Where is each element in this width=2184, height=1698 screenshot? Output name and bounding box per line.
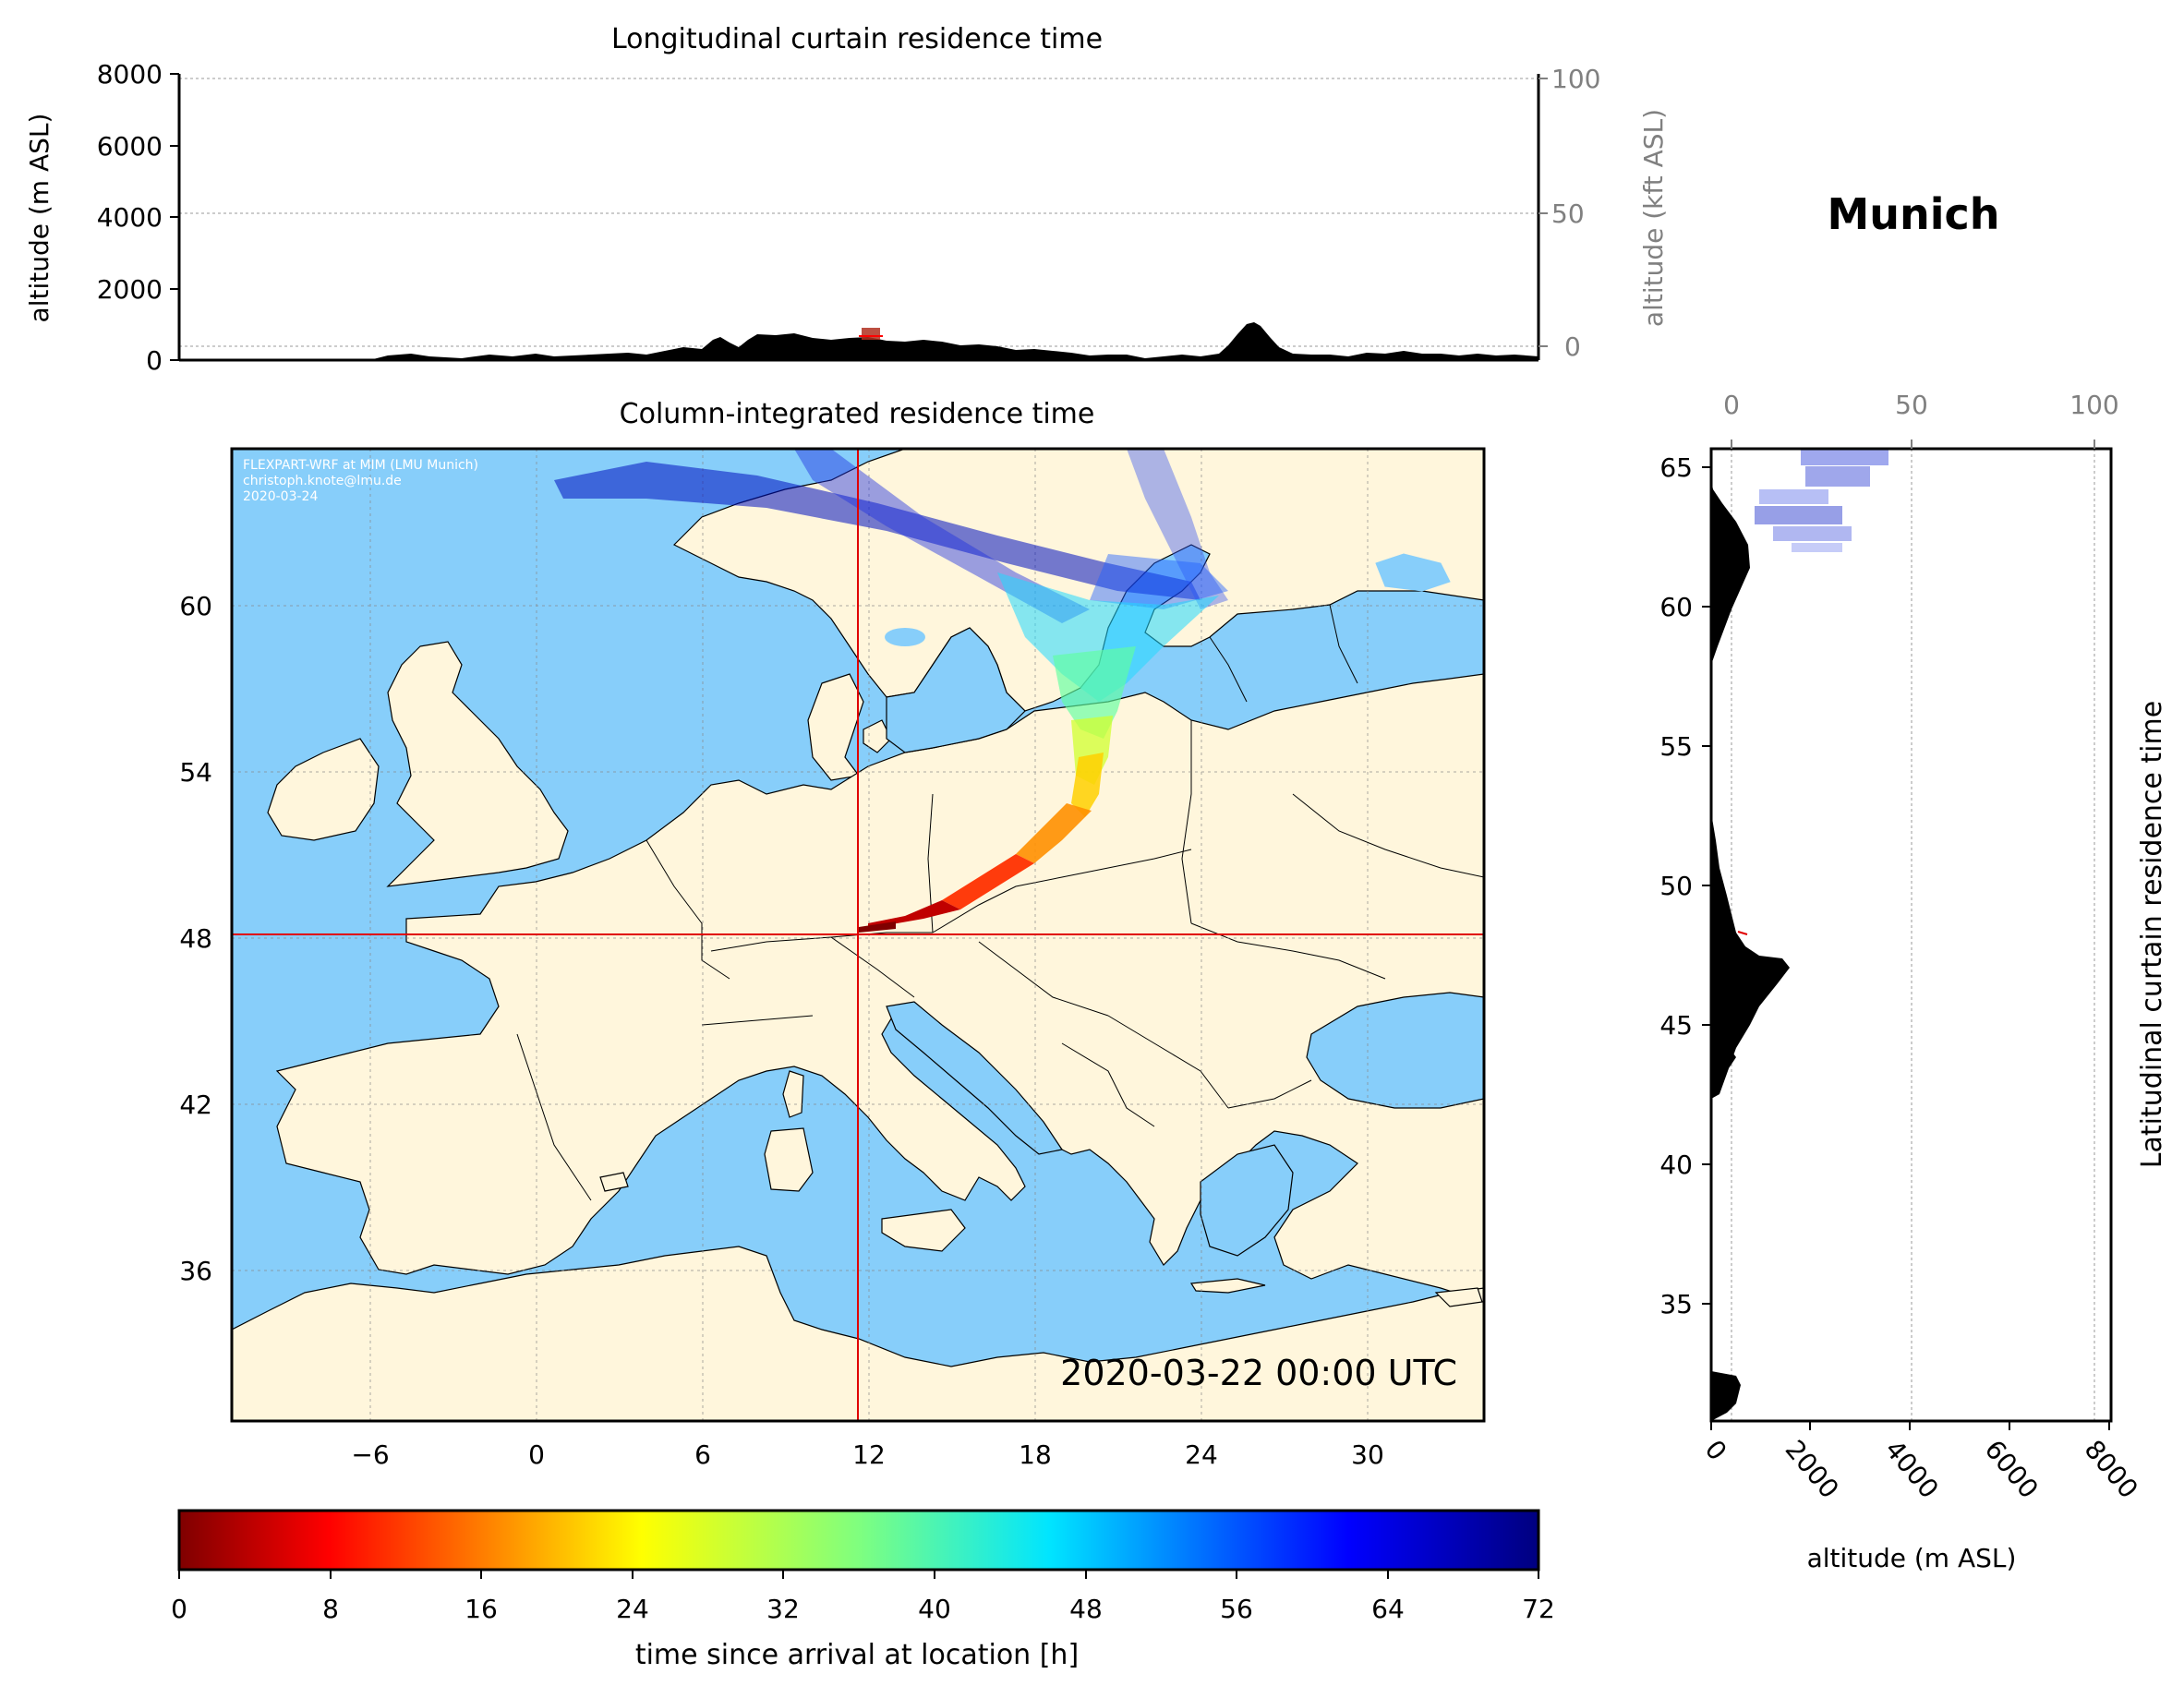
side-xtick-label: 8000 <box>2079 1434 2144 1504</box>
top-left-ticks <box>170 73 179 361</box>
map-timestamp: 2020-03-22 00:00 UTC <box>1060 1353 1457 1393</box>
colorbar: 0 8 16 24 32 40 48 56 64 72 time since a… <box>171 1509 1555 1671</box>
top-ylabel-right: altitude (kft ASL) <box>1638 109 1669 327</box>
side-xtick-label: 4000 <box>1879 1434 1945 1504</box>
colorbar-tick-label: 56 <box>1220 1594 1253 1624</box>
side-ytick-label: 55 <box>1659 731 1693 762</box>
map-panel: Column-integrated residence time <box>179 398 1486 1470</box>
north-africa-land <box>232 1246 1484 1421</box>
map-ytick-label: 36 <box>179 1256 212 1286</box>
map-ytick-label: 54 <box>179 757 212 788</box>
side-ytick-label: 45 <box>1659 1010 1693 1041</box>
side-terrain-profile <box>1711 480 1790 1421</box>
top-ytick-label: 4000 <box>97 202 163 233</box>
corsica-sardinia-land <box>764 1070 814 1192</box>
map-xtick-label: 12 <box>852 1439 886 1470</box>
map-ytick-label: 42 <box>179 1090 212 1120</box>
colorbar-tick-label: 24 <box>616 1594 649 1624</box>
side-ytick-label: 40 <box>1659 1150 1693 1180</box>
top-ytick-label: 6000 <box>97 131 163 162</box>
credit-line: FLEXPART-WRF at MIM (LMU Munich) <box>243 458 478 473</box>
side-xtick-label: 6000 <box>1979 1434 2045 1504</box>
longitudinal-curtain-panel: Longitudinal curtain residence time 0 20… <box>24 23 1669 376</box>
side-ytick-label: 50 <box>1659 871 1693 901</box>
side-gridlines <box>1731 449 2095 1421</box>
side-residence-mark <box>1737 931 1748 935</box>
colorbar-gradient <box>177 1509 1540 1572</box>
colorbar-tick-label: 72 <box>1522 1594 1555 1624</box>
top-right-tick-label: 50 <box>1551 199 1585 229</box>
black-sea <box>1306 992 1484 1109</box>
side-ytick-label: 60 <box>1659 592 1693 622</box>
aegean-sea <box>1200 1144 1294 1257</box>
map-ytick-label: 60 <box>179 591 212 621</box>
top-ytick-label: 8000 <box>97 59 163 90</box>
top-right-tick-label: 0 <box>1564 331 1581 362</box>
sicily-land <box>881 1209 966 1252</box>
map-xtick-label: 30 <box>1351 1439 1384 1470</box>
balearic-land <box>599 1172 629 1192</box>
side-xtick-label: 2000 <box>1780 1434 1845 1504</box>
top-right-tick-label: 100 <box>1551 64 1600 94</box>
ireland-land <box>267 738 380 841</box>
map-frame <box>230 447 1486 1423</box>
baltic-sea <box>886 627 1026 753</box>
side-xlabel: altitude (m ASL) <box>1807 1543 2017 1573</box>
colorbar-tick-label: 40 <box>918 1594 951 1624</box>
map-xtick-label: 18 <box>1019 1439 1052 1470</box>
colorbar-tick-label: 64 <box>1371 1594 1405 1624</box>
side-top-tick-label: 0 <box>1723 390 1740 420</box>
credit-line: christoph.knote@lmu.de <box>243 474 402 488</box>
credit-line: 2020-03-24 <box>243 489 318 504</box>
adriatic-sea <box>886 1001 1063 1155</box>
colorbar-tick-label: 16 <box>465 1594 498 1624</box>
residence-mark-top <box>862 328 880 340</box>
side-xtick-label: 0 <box>1699 1434 1733 1466</box>
terrain-profile <box>179 322 1538 360</box>
colorbar-tick-label: 48 <box>1069 1594 1103 1624</box>
colorbar-tick-label: 32 <box>766 1594 800 1624</box>
side-ytick-label: 35 <box>1659 1289 1693 1319</box>
colorbar-tick-label: 8 <box>322 1594 339 1624</box>
side-residence-patches <box>1755 449 1888 552</box>
side-ytick-label: 65 <box>1659 452 1693 483</box>
great-britain-land <box>386 641 569 887</box>
country-borders <box>516 604 1484 1201</box>
crete-land <box>1189 1278 1266 1294</box>
side-top-tick-label: 50 <box>1895 390 1928 420</box>
map-xtick-label: 24 <box>1185 1439 1218 1470</box>
map-xtick-label: 0 <box>528 1439 545 1470</box>
top-ylabel: altitude (m ASL) <box>24 114 54 323</box>
side-top-tick-label: 100 <box>2069 390 2118 420</box>
map-title: Column-integrated residence time <box>620 398 1095 430</box>
location-title: Munich <box>1827 189 1999 239</box>
top-panel-title: Longitudinal curtain residence time <box>611 23 1103 55</box>
top-ytick-label: 2000 <box>97 274 163 305</box>
denmark-land <box>807 673 864 781</box>
side-ylabel-right: Latitudinal curtain residence time <box>2136 701 2168 1168</box>
map-xtick-label: 6 <box>694 1439 711 1470</box>
top-right-ticks <box>1538 78 1548 347</box>
latitudinal-curtain-panel: 35 40 45 50 55 60 65 0 50 100 0 2000 400… <box>1659 390 2168 1573</box>
residence-plume <box>554 449 1228 933</box>
colorbar-label: time since arrival at location [h] <box>635 1639 1079 1671</box>
colorbar-tick-label: 0 <box>171 1594 187 1624</box>
map-ytick-label: 48 <box>179 923 212 954</box>
map-xtick-label: −6 <box>351 1439 389 1470</box>
cyprus-land <box>1434 1287 1483 1307</box>
top-ytick-label: 0 <box>146 345 163 376</box>
